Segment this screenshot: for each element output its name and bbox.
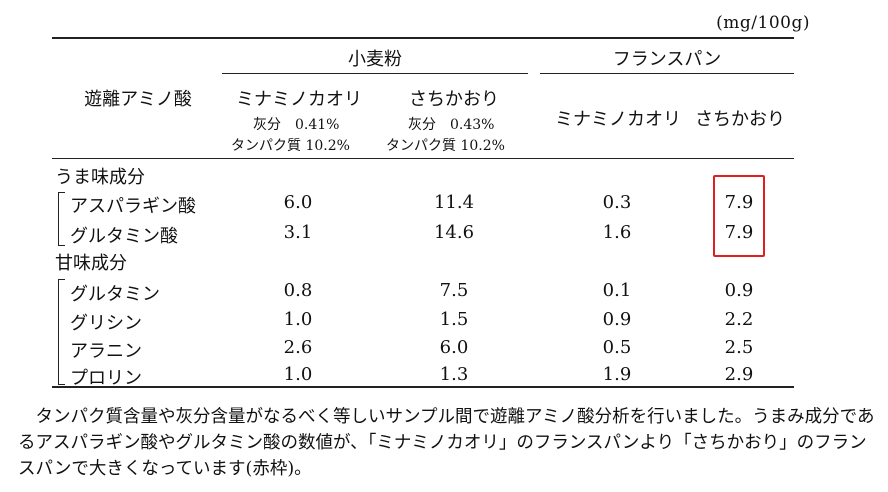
flour-group-rule	[222, 73, 528, 74]
cell: 0.5	[602, 337, 632, 358]
top-rule	[52, 37, 794, 39]
cell: 6.0	[283, 192, 313, 213]
cell: 0.3	[602, 192, 632, 213]
cell: 14.6	[433, 222, 475, 243]
flour-col-2-protein: タンパク質 10.2%	[386, 138, 505, 154]
row-label: アラニン	[70, 341, 142, 362]
cell: 1.9	[602, 364, 632, 385]
cell: 1.0	[283, 309, 313, 330]
unit-label: (mg/100g)	[716, 13, 810, 33]
cell: 1.0	[283, 364, 313, 385]
cell: 0.9	[602, 309, 632, 330]
row-label: グリシン	[70, 313, 142, 334]
group-flour-header: 小麦粉	[348, 49, 402, 70]
row-label: プロリン	[70, 368, 142, 389]
cell: 0.8	[283, 280, 313, 301]
cell: 11.4	[433, 192, 475, 213]
bottom-rule	[52, 386, 794, 388]
cell: 7.9	[724, 192, 754, 213]
row-label: グルタミン	[70, 284, 160, 305]
bread-group-rule	[540, 73, 794, 74]
section-umami-title: うま味成分	[55, 167, 145, 188]
section-sweet-title: 甘味成分	[55, 253, 127, 274]
highlight-box	[713, 175, 765, 257]
cell: 7.5	[439, 280, 469, 301]
cell: 0.9	[724, 280, 754, 301]
group-bread-header: フランスパン	[612, 49, 722, 70]
cell: 1.6	[602, 222, 632, 243]
section-sweet-bracket	[58, 279, 65, 385]
row-label: グルタミン酸	[70, 226, 178, 247]
cell: 0.1	[602, 280, 632, 301]
flour-col-1-ash: 灰分 0.41%	[253, 117, 340, 133]
flour-col-1-protein: タンパク質 10.2%	[231, 138, 350, 154]
cell: 7.9	[724, 222, 754, 243]
cell: 3.1	[283, 222, 313, 243]
cell: 2.6	[283, 337, 313, 358]
cell: 6.0	[439, 337, 469, 358]
cell: 1.5	[439, 309, 469, 330]
cell: 1.3	[439, 364, 469, 385]
caption-note: タンパク質含量や灰分含量がなるべく等しいサンプル間で遊離アミノ酸分析を行いました…	[18, 407, 875, 479]
flour-col-2-name: さちかおり	[409, 89, 499, 110]
row-label: アスパラギン酸	[70, 196, 196, 217]
cell: 2.5	[724, 337, 754, 358]
flour-col-2-ash: 灰分 0.43%	[408, 117, 495, 133]
amino-acid-column-label: 遊離アミノ酸	[84, 89, 192, 110]
bread-col-1-name: ミナミノカオリ	[555, 109, 681, 130]
header-bottom-rule	[52, 158, 794, 159]
cell: 2.2	[724, 309, 754, 330]
flour-col-1-name: ミナミノカオリ	[236, 89, 362, 110]
bread-col-2-name: さちかおり	[695, 109, 785, 130]
cell: 2.9	[724, 364, 754, 385]
section-umami-bracket	[58, 192, 65, 246]
